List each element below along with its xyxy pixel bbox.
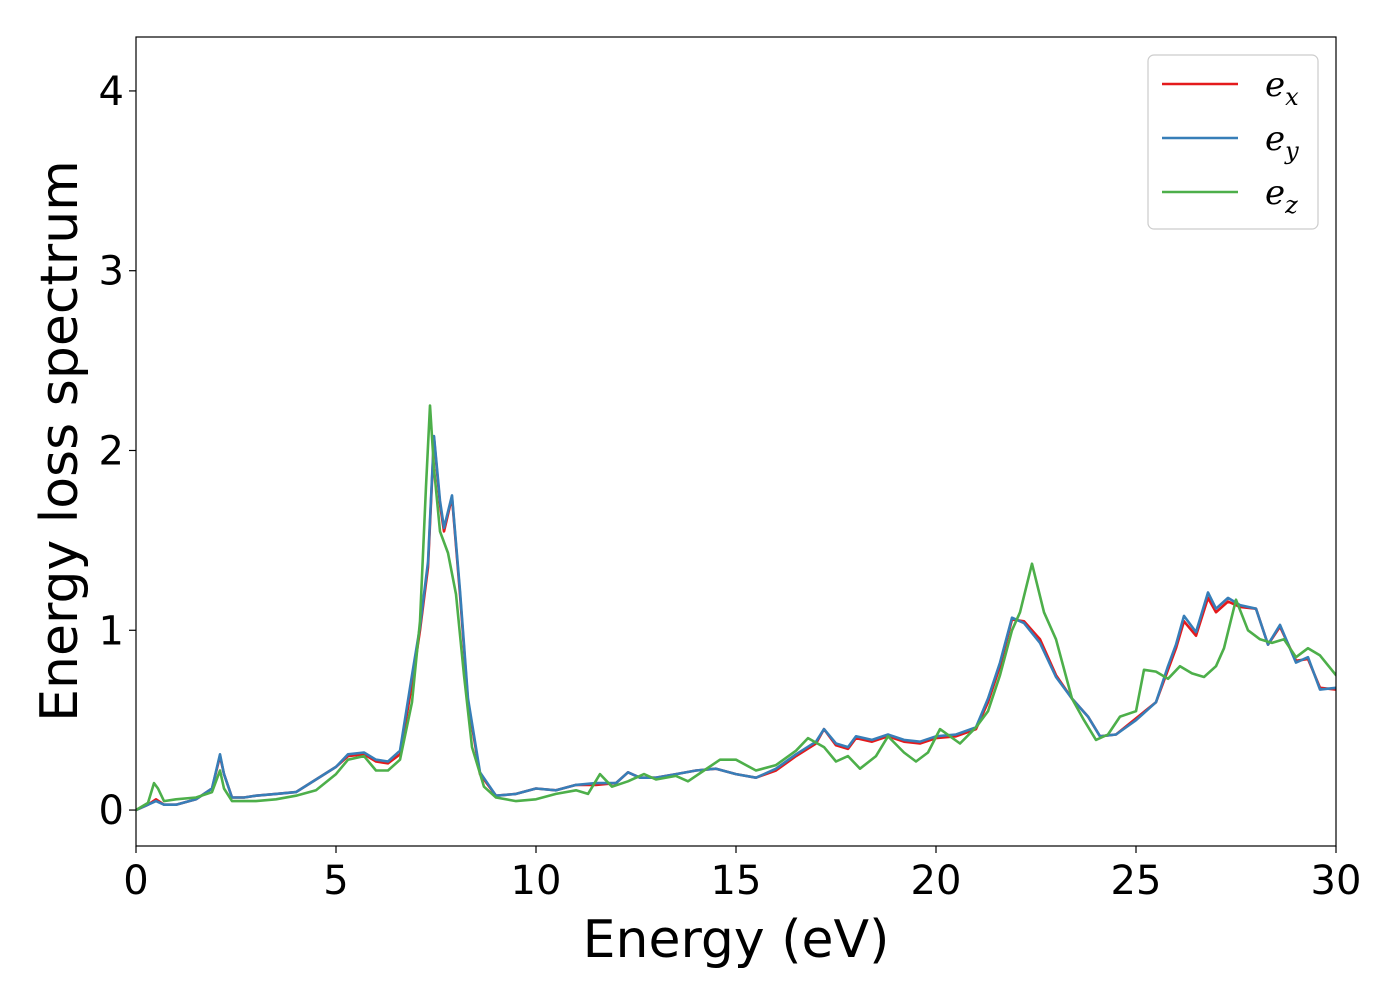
y-axis-title: Energy loss spectrum [30, 160, 90, 722]
x-tick-label: 0 [123, 858, 148, 904]
y-tick-label: 1 [99, 608, 124, 654]
y-tick-label: 2 [99, 428, 124, 474]
legend-box [1147, 54, 1319, 230]
y-tick-label: 4 [99, 69, 124, 115]
legend-label-x: ex [1265, 65, 1299, 111]
x-tick-label: 15 [711, 858, 762, 904]
x-tick-label: 20 [911, 858, 962, 904]
x-axis-ticks: 0 5 10 15 20 25 30 [123, 846, 1361, 904]
y-tick-label: 0 [99, 788, 124, 834]
series-line-z [136, 404, 1336, 812]
x-tick-label: 30 [1311, 858, 1362, 904]
y-tick-label: 3 [99, 249, 124, 295]
plot-series-group [136, 404, 1336, 812]
y-axis-ticks: 0 1 2 3 4 [99, 69, 136, 834]
series-line-y [136, 434, 1336, 812]
x-tick-label: 10 [511, 858, 562, 904]
x-axis-title: Energy (eV) [583, 910, 890, 970]
x-tick-label: 25 [1111, 858, 1162, 904]
x-tick-label: 5 [323, 858, 348, 904]
legend-label-y: ey [1265, 119, 1299, 165]
